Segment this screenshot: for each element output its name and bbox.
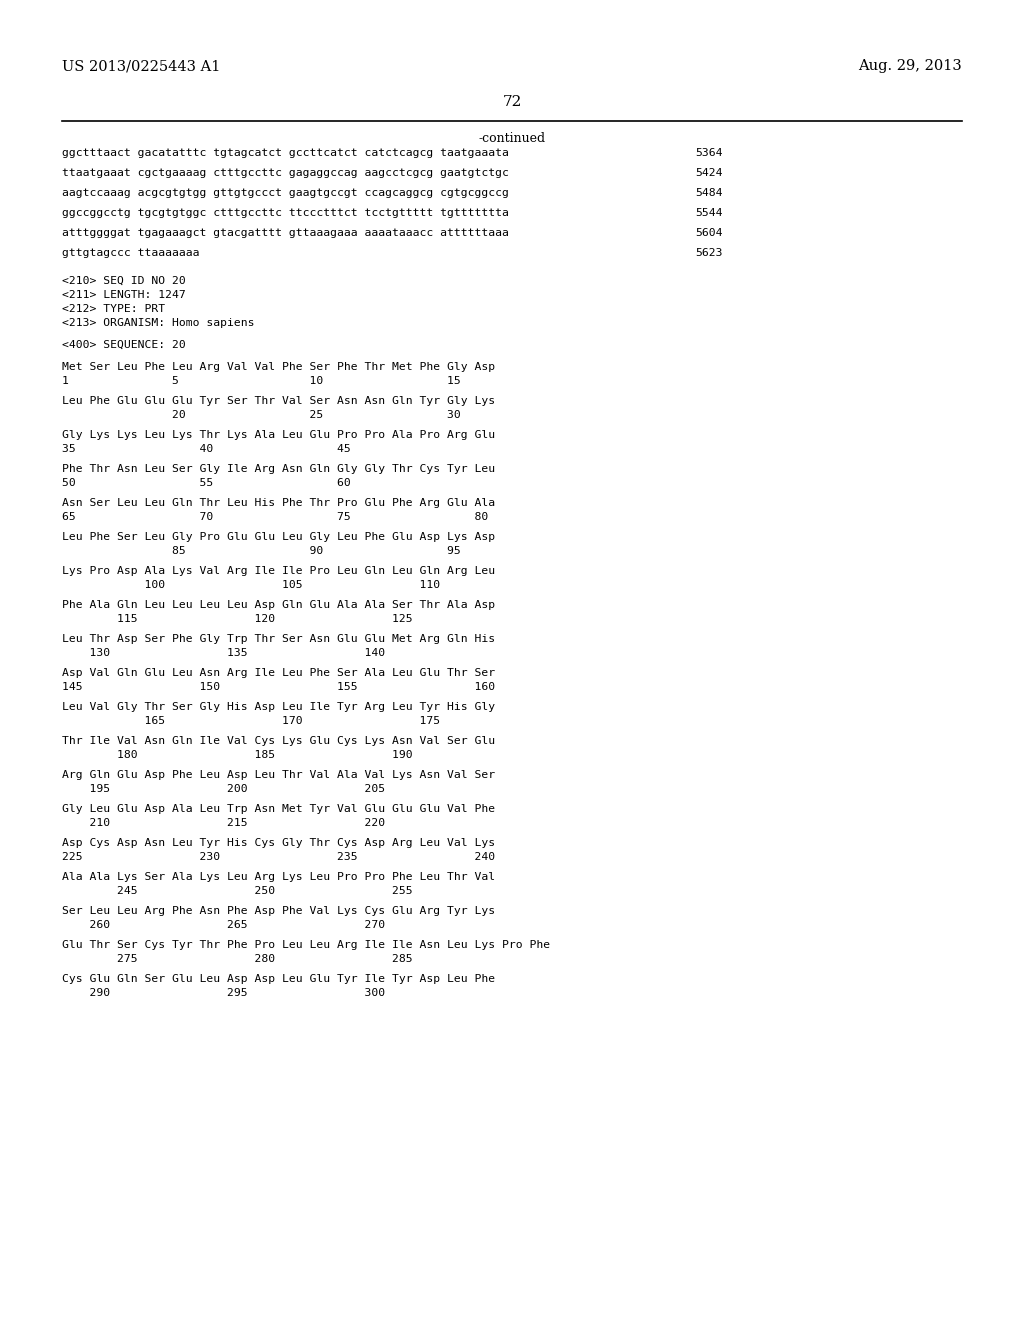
- Text: Asp Cys Asp Asn Leu Tyr His Cys Gly Thr Cys Asp Arg Leu Val Lys: Asp Cys Asp Asn Leu Tyr His Cys Gly Thr …: [62, 838, 496, 847]
- Text: ggccggcctg tgcgtgtggc ctttgccttc ttccctttct tcctgttttt tgttttttta: ggccggcctg tgcgtgtggc ctttgccttc ttccctt…: [62, 207, 509, 218]
- Text: 72: 72: [503, 95, 521, 110]
- Text: 130                 135                 140: 130 135 140: [62, 648, 385, 657]
- Text: Thr Ile Val Asn Gln Ile Val Cys Lys Glu Cys Lys Asn Val Ser Glu: Thr Ile Val Asn Gln Ile Val Cys Lys Glu …: [62, 735, 496, 746]
- Text: Ala Ala Lys Ser Ala Lys Leu Arg Lys Leu Pro Pro Phe Leu Thr Val: Ala Ala Lys Ser Ala Lys Leu Arg Lys Leu …: [62, 871, 496, 882]
- Text: 260                 265                 270: 260 265 270: [62, 920, 385, 929]
- Text: 5604: 5604: [695, 228, 723, 238]
- Text: -continued: -continued: [478, 132, 546, 145]
- Text: Asp Val Gln Glu Leu Asn Arg Ile Leu Phe Ser Ala Leu Glu Thr Ser: Asp Val Gln Glu Leu Asn Arg Ile Leu Phe …: [62, 668, 496, 678]
- Text: 50                  55                  60: 50 55 60: [62, 478, 351, 488]
- Text: 180                 185                 190: 180 185 190: [62, 750, 413, 760]
- Text: 195                 200                 205: 195 200 205: [62, 784, 385, 793]
- Text: Phe Thr Asn Leu Ser Gly Ile Arg Asn Gln Gly Gly Thr Cys Tyr Leu: Phe Thr Asn Leu Ser Gly Ile Arg Asn Gln …: [62, 463, 496, 474]
- Text: Leu Val Gly Thr Ser Gly His Asp Leu Ile Tyr Arg Leu Tyr His Gly: Leu Val Gly Thr Ser Gly His Asp Leu Ile …: [62, 702, 496, 711]
- Text: 5623: 5623: [695, 248, 723, 257]
- Text: Glu Thr Ser Cys Tyr Thr Phe Pro Leu Leu Arg Ile Ile Asn Leu Lys Pro Phe: Glu Thr Ser Cys Tyr Thr Phe Pro Leu Leu …: [62, 940, 550, 950]
- Text: Gly Lys Lys Leu Lys Thr Lys Ala Leu Glu Pro Pro Ala Pro Arg Glu: Gly Lys Lys Leu Lys Thr Lys Ala Leu Glu …: [62, 430, 496, 440]
- Text: aagtccaaag acgcgtgtgg gttgtgccct gaagtgccgt ccagcaggcg cgtgcggccg: aagtccaaag acgcgtgtgg gttgtgccct gaagtgc…: [62, 187, 509, 198]
- Text: 5424: 5424: [695, 168, 723, 178]
- Text: US 2013/0225443 A1: US 2013/0225443 A1: [62, 59, 220, 74]
- Text: 5484: 5484: [695, 187, 723, 198]
- Text: Phe Ala Gln Leu Leu Leu Leu Asp Gln Glu Ala Ala Ser Thr Ala Asp: Phe Ala Gln Leu Leu Leu Leu Asp Gln Glu …: [62, 599, 496, 610]
- Text: 115                 120                 125: 115 120 125: [62, 614, 413, 624]
- Text: 145                 150                 155                 160: 145 150 155 160: [62, 682, 496, 692]
- Text: <211> LENGTH: 1247: <211> LENGTH: 1247: [62, 290, 185, 300]
- Text: 275                 280                 285: 275 280 285: [62, 954, 413, 964]
- Text: Met Ser Leu Phe Leu Arg Val Val Phe Ser Phe Thr Met Phe Gly Asp: Met Ser Leu Phe Leu Arg Val Val Phe Ser …: [62, 362, 496, 372]
- Text: Lys Pro Asp Ala Lys Val Arg Ile Ile Pro Leu Gln Leu Gln Arg Leu: Lys Pro Asp Ala Lys Val Arg Ile Ile Pro …: [62, 566, 496, 576]
- Text: 5544: 5544: [695, 207, 723, 218]
- Text: 20                  25                  30: 20 25 30: [62, 409, 461, 420]
- Text: Cys Glu Gln Ser Glu Leu Asp Asp Leu Glu Tyr Ile Tyr Asp Leu Phe: Cys Glu Gln Ser Glu Leu Asp Asp Leu Glu …: [62, 974, 496, 983]
- Text: Leu Thr Asp Ser Phe Gly Trp Thr Ser Asn Glu Glu Met Arg Gln His: Leu Thr Asp Ser Phe Gly Trp Thr Ser Asn …: [62, 634, 496, 644]
- Text: <210> SEQ ID NO 20: <210> SEQ ID NO 20: [62, 276, 185, 286]
- Text: Asn Ser Leu Leu Gln Thr Leu His Phe Thr Pro Glu Phe Arg Glu Ala: Asn Ser Leu Leu Gln Thr Leu His Phe Thr …: [62, 498, 496, 508]
- Text: 65                  70                  75                  80: 65 70 75 80: [62, 512, 488, 521]
- Text: Leu Phe Ser Leu Gly Pro Glu Glu Leu Gly Leu Phe Glu Asp Lys Asp: Leu Phe Ser Leu Gly Pro Glu Glu Leu Gly …: [62, 532, 496, 541]
- Text: <400> SEQUENCE: 20: <400> SEQUENCE: 20: [62, 339, 185, 350]
- Text: Ser Leu Leu Arg Phe Asn Phe Asp Phe Val Lys Cys Glu Arg Tyr Lys: Ser Leu Leu Arg Phe Asn Phe Asp Phe Val …: [62, 906, 496, 916]
- Text: <212> TYPE: PRT: <212> TYPE: PRT: [62, 304, 165, 314]
- Text: 5364: 5364: [695, 148, 723, 158]
- Text: 290                 295                 300: 290 295 300: [62, 987, 385, 998]
- Text: 100                 105                 110: 100 105 110: [62, 579, 440, 590]
- Text: 225                 230                 235                 240: 225 230 235 240: [62, 851, 496, 862]
- Text: 245                 250                 255: 245 250 255: [62, 886, 413, 896]
- Text: 85                  90                  95: 85 90 95: [62, 546, 461, 556]
- Text: Aug. 29, 2013: Aug. 29, 2013: [858, 59, 962, 74]
- Text: ggctttaact gacatatttc tgtagcatct gccttcatct catctcagcg taatgaaata: ggctttaact gacatatttc tgtagcatct gccttca…: [62, 148, 509, 158]
- Text: 165                 170                 175: 165 170 175: [62, 715, 440, 726]
- Text: Leu Phe Glu Glu Glu Tyr Ser Thr Val Ser Asn Asn Gln Tyr Gly Lys: Leu Phe Glu Glu Glu Tyr Ser Thr Val Ser …: [62, 396, 496, 405]
- Text: 210                 215                 220: 210 215 220: [62, 818, 385, 828]
- Text: ttaatgaaat cgctgaaaag ctttgccttc gagaggccag aagcctcgcg gaatgtctgc: ttaatgaaat cgctgaaaag ctttgccttc gagaggc…: [62, 168, 509, 178]
- Text: <213> ORGANISM: Homo sapiens: <213> ORGANISM: Homo sapiens: [62, 318, 255, 327]
- Text: atttggggat tgagaaagct gtacgatttt gttaaagaaa aaaataaacc attttttaaa: atttggggat tgagaaagct gtacgatttt gttaaag…: [62, 228, 509, 238]
- Text: gttgtagccc ttaaaaaaa: gttgtagccc ttaaaaaaa: [62, 248, 200, 257]
- Text: 35                  40                  45: 35 40 45: [62, 444, 351, 454]
- Text: 1               5                   10                  15: 1 5 10 15: [62, 376, 461, 385]
- Text: Arg Gln Glu Asp Phe Leu Asp Leu Thr Val Ala Val Lys Asn Val Ser: Arg Gln Glu Asp Phe Leu Asp Leu Thr Val …: [62, 770, 496, 780]
- Text: Gly Leu Glu Asp Ala Leu Trp Asn Met Tyr Val Glu Glu Glu Val Phe: Gly Leu Glu Asp Ala Leu Trp Asn Met Tyr …: [62, 804, 496, 814]
